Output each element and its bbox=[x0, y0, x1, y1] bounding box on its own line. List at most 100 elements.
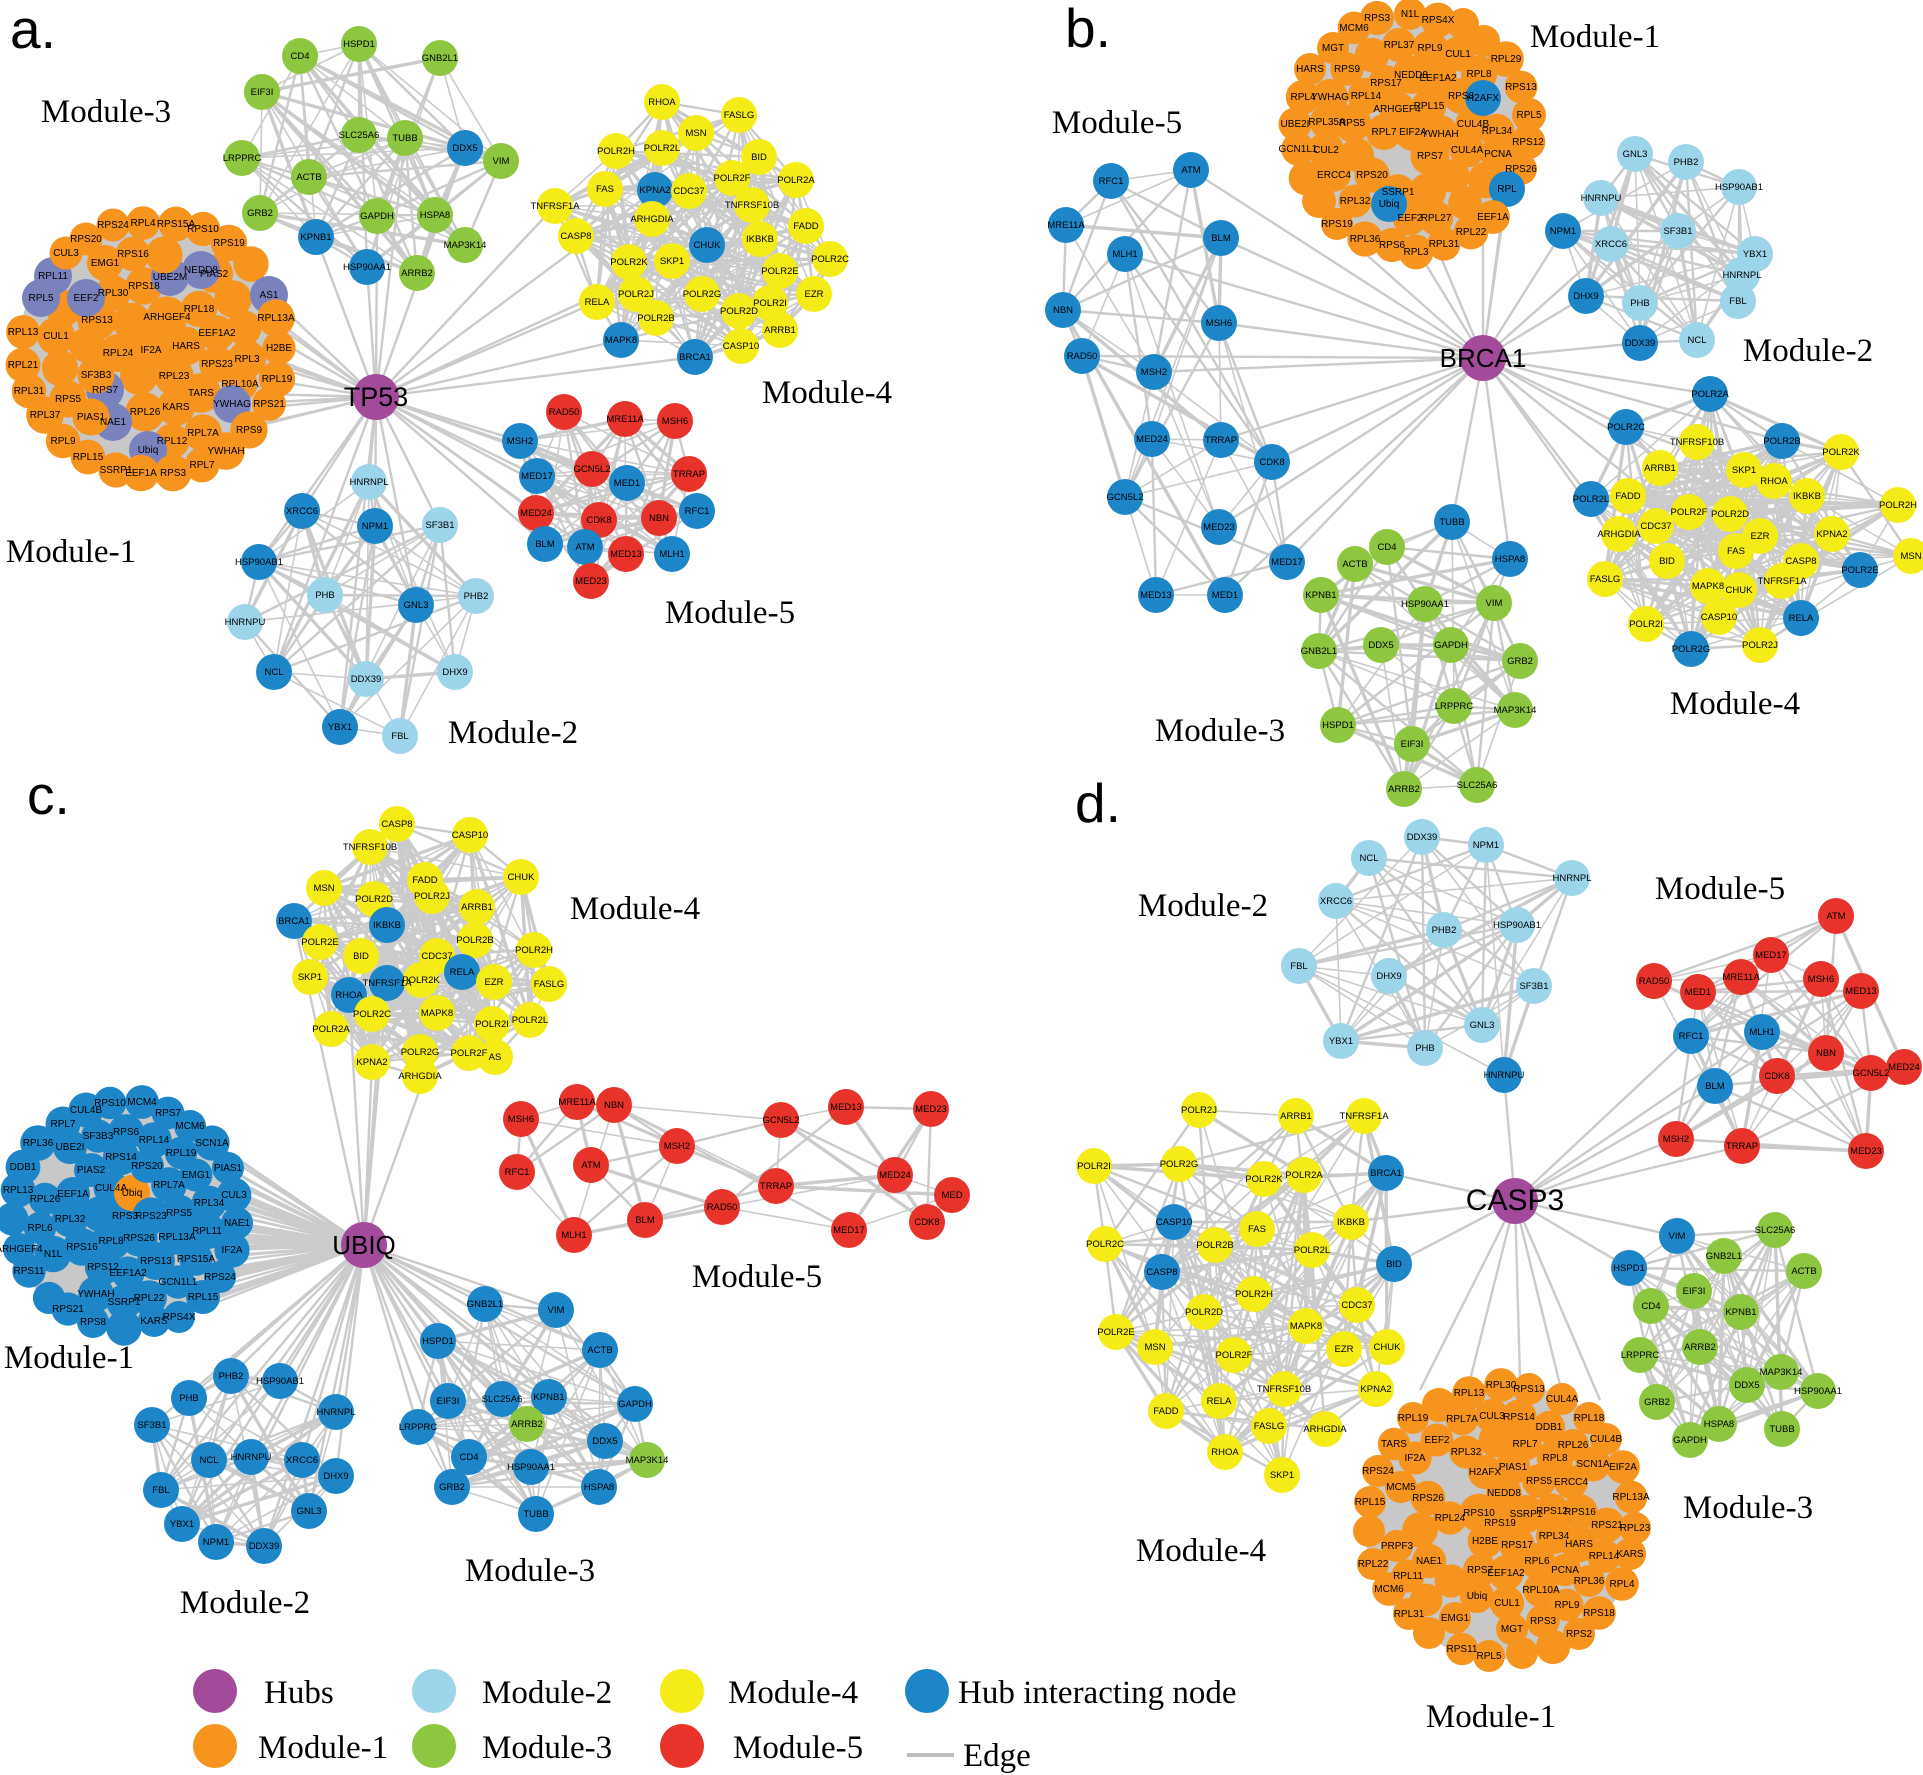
svg-text:RPL37: RPL37 bbox=[1384, 40, 1415, 51]
svg-text:RPL14: RPL14 bbox=[139, 1135, 170, 1146]
svg-text:RPS20: RPS20 bbox=[70, 234, 102, 245]
svg-text:MSN: MSN bbox=[685, 128, 706, 139]
svg-text:HNRNPL: HNRNPL bbox=[1552, 873, 1591, 884]
svg-text:NBN: NBN bbox=[604, 1100, 624, 1111]
svg-text:RPL21: RPL21 bbox=[8, 360, 39, 371]
svg-text:RPL32: RPL32 bbox=[1451, 1447, 1482, 1458]
svg-text:RPL35A: RPL35A bbox=[1308, 117, 1346, 128]
svg-text:MRE11A: MRE11A bbox=[558, 1097, 596, 1108]
svg-text:EEF2: EEF2 bbox=[1397, 213, 1422, 224]
svg-text:RPS21: RPS21 bbox=[253, 399, 285, 410]
svg-text:CASP10: CASP10 bbox=[452, 830, 488, 841]
svg-text:IKBKB: IKBKB bbox=[1337, 1217, 1365, 1228]
svg-text:RPL8: RPL8 bbox=[98, 1236, 123, 1247]
svg-text:DDX39: DDX39 bbox=[1625, 338, 1656, 349]
svg-text:H2AFX: H2AFX bbox=[1469, 1467, 1502, 1478]
svg-text:KARS: KARS bbox=[1616, 1549, 1644, 1560]
svg-text:HSPA8: HSPA8 bbox=[1495, 554, 1525, 565]
svg-text:RPL36: RPL36 bbox=[1574, 1576, 1605, 1587]
svg-text:POLR2I: POLR2I bbox=[1629, 619, 1663, 630]
svg-text:MED17: MED17 bbox=[833, 1225, 865, 1236]
svg-text:IKBKB: IKBKB bbox=[373, 920, 401, 931]
svg-text:NEDD8: NEDD8 bbox=[1487, 1488, 1521, 1499]
svg-text:POLR2J: POLR2J bbox=[618, 289, 654, 300]
svg-text:SCN1A: SCN1A bbox=[195, 1138, 229, 1149]
svg-text:SKP1: SKP1 bbox=[660, 256, 684, 267]
svg-text:TNFRSF10B: TNFRSF10B bbox=[1670, 437, 1724, 448]
svg-text:YBX1: YBX1 bbox=[1743, 249, 1767, 260]
svg-text:EEF1A2: EEF1A2 bbox=[1487, 1568, 1525, 1579]
svg-text:BRCA1: BRCA1 bbox=[278, 916, 310, 927]
svg-text:RPL10A: RPL10A bbox=[221, 379, 259, 390]
svg-text:EIF3I: EIF3I bbox=[437, 1396, 460, 1407]
svg-text:MED24: MED24 bbox=[1888, 1062, 1920, 1073]
svg-text:EMG1: EMG1 bbox=[91, 258, 120, 269]
svg-text:RPL19: RPL19 bbox=[166, 1148, 197, 1159]
svg-text:GRB2: GRB2 bbox=[247, 208, 273, 219]
svg-text:UBE2I: UBE2I bbox=[56, 1142, 85, 1153]
svg-text:NCL: NCL bbox=[199, 1455, 218, 1466]
svg-text:RPS16: RPS16 bbox=[117, 249, 149, 260]
svg-text:RPS7: RPS7 bbox=[1467, 1565, 1494, 1576]
svg-text:RPL26: RPL26 bbox=[130, 407, 161, 418]
svg-text:CASP10: CASP10 bbox=[1156, 1217, 1192, 1228]
svg-text:GCN5L2: GCN5L2 bbox=[1107, 492, 1144, 503]
svg-text:MAP3K14: MAP3K14 bbox=[444, 240, 487, 251]
svg-text:MED24: MED24 bbox=[1136, 434, 1168, 445]
svg-text:RPL5: RPL5 bbox=[1476, 1651, 1501, 1662]
svg-text:RPS19: RPS19 bbox=[1484, 1518, 1516, 1529]
svg-text:BRCA1: BRCA1 bbox=[1440, 343, 1527, 373]
svg-text:MED1: MED1 bbox=[1212, 590, 1238, 601]
svg-text:RAD50: RAD50 bbox=[1639, 976, 1670, 987]
svg-text:SCN1A: SCN1A bbox=[1576, 1459, 1610, 1470]
svg-text:POLR2K: POLR2K bbox=[1822, 447, 1860, 458]
svg-text:CUL3: CUL3 bbox=[1479, 1411, 1505, 1422]
svg-text:CUL3: CUL3 bbox=[221, 1190, 247, 1201]
svg-text:HNRNPL: HNRNPL bbox=[349, 477, 388, 488]
svg-text:POLR2H: POLR2H bbox=[1235, 1289, 1273, 1300]
svg-text:PHB: PHB bbox=[1630, 298, 1650, 309]
svg-text:CHUK: CHUK bbox=[1374, 1342, 1402, 1353]
svg-text:AS: AS bbox=[489, 1052, 502, 1063]
svg-text:ARRB2: ARRB2 bbox=[1684, 1342, 1716, 1353]
svg-text:RPS12: RPS12 bbox=[87, 1262, 119, 1273]
svg-text:HARS: HARS bbox=[1296, 64, 1324, 75]
svg-text:Module-4: Module-4 bbox=[728, 1675, 858, 1711]
svg-text:XRCC6: XRCC6 bbox=[286, 1455, 318, 1466]
svg-text:RPL24: RPL24 bbox=[1435, 1513, 1466, 1524]
svg-text:UBIQ: UBIQ bbox=[332, 1230, 396, 1260]
svg-text:BRCA1: BRCA1 bbox=[1370, 1168, 1402, 1179]
svg-text:GRB2: GRB2 bbox=[1644, 1397, 1670, 1408]
svg-text:RPS3: RPS3 bbox=[112, 1211, 139, 1222]
svg-text:EZR: EZR bbox=[805, 289, 824, 300]
svg-text:RPL9: RPL9 bbox=[1417, 43, 1442, 54]
svg-text:Hub interacting node: Hub interacting node bbox=[958, 1675, 1237, 1711]
svg-text:RPS13: RPS13 bbox=[140, 1256, 172, 1267]
svg-text:GNB2L1: GNB2L1 bbox=[1706, 1251, 1742, 1262]
svg-text:DHX9: DHX9 bbox=[442, 667, 467, 678]
svg-text:DDX5: DDX5 bbox=[1734, 1380, 1759, 1391]
svg-text:GAPDH: GAPDH bbox=[618, 1399, 652, 1410]
svg-text:POLR2B: POLR2B bbox=[637, 313, 675, 324]
svg-text:HSPD1: HSPD1 bbox=[343, 39, 375, 50]
svg-text:Module-3: Module-3 bbox=[1683, 1490, 1813, 1526]
svg-text:EZR: EZR bbox=[485, 977, 504, 988]
svg-text:RPS15A: RPS15A bbox=[157, 219, 196, 230]
svg-text:RPL7: RPL7 bbox=[50, 1119, 75, 1130]
svg-text:POLR2I: POLR2I bbox=[753, 298, 787, 309]
svg-text:ARHGEF4: ARHGEF4 bbox=[0, 1244, 43, 1255]
svg-text:RPL36: RPL36 bbox=[1350, 234, 1381, 245]
svg-text:RPS14: RPS14 bbox=[1503, 1412, 1535, 1423]
svg-text:POLR2C: POLR2C bbox=[353, 1009, 391, 1020]
svg-text:POLR2F: POLR2F bbox=[451, 1048, 488, 1059]
svg-text:CDC37: CDC37 bbox=[421, 951, 452, 962]
svg-text:RPL23: RPL23 bbox=[1620, 1523, 1651, 1534]
svg-text:NBN: NBN bbox=[649, 513, 669, 524]
svg-text:CHUK: CHUK bbox=[1726, 585, 1754, 596]
svg-text:POLR2A: POLR2A bbox=[1691, 389, 1729, 400]
svg-text:MLH1: MLH1 bbox=[1749, 1027, 1774, 1038]
svg-text:PIAS1: PIAS1 bbox=[1499, 1462, 1528, 1473]
svg-text:RPS5: RPS5 bbox=[1339, 118, 1366, 129]
svg-text:KPNB1: KPNB1 bbox=[1725, 1307, 1756, 1318]
svg-text:SF3B1: SF3B1 bbox=[1663, 226, 1692, 237]
